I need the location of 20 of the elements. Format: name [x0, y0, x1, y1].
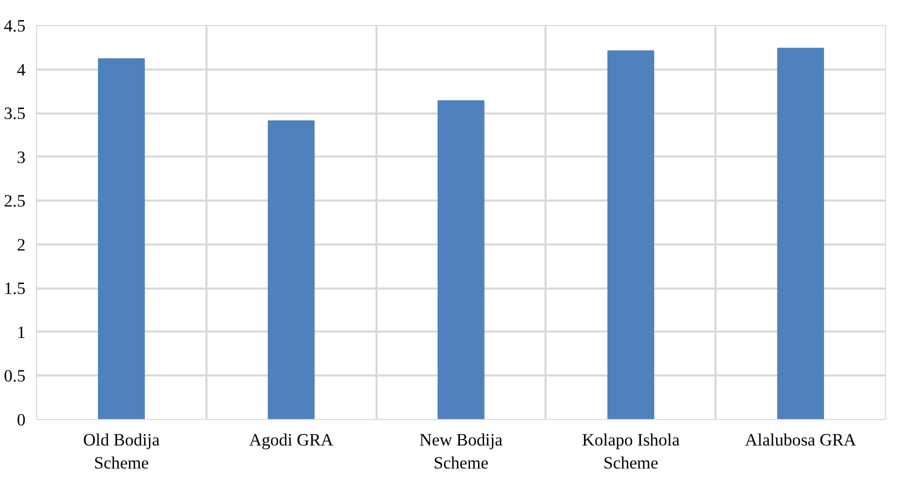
y-tick-label: 4.5 [4, 16, 26, 36]
x-tick-label: New Bodija Scheme [419, 430, 503, 472]
bar [438, 100, 484, 420]
y-tick-label: 3 [16, 148, 26, 167]
bar [98, 58, 145, 420]
y-tick-label: 3.5 [4, 104, 26, 124]
y-tick-label: 0 [16, 410, 26, 430]
bar [777, 48, 824, 420]
y-tick-label: 1 [16, 322, 26, 342]
x-tick-label: Old Bodija Scheme [83, 430, 160, 472]
y-tick-label: 2.5 [4, 192, 26, 211]
y-tick-label: 0.5 [4, 366, 26, 386]
y-tick-label: 1.5 [4, 279, 26, 298]
x-tick-label: Alalubosa GRA [745, 430, 857, 450]
bar [268, 120, 315, 420]
x-tick-label: Agodi GRA [249, 430, 334, 450]
bar [607, 50, 654, 420]
y-tick-label: 4 [16, 60, 26, 80]
y-tick-label: 2 [16, 235, 26, 254]
x-tick-label: Kolapo Ishola Scheme [582, 430, 680, 472]
